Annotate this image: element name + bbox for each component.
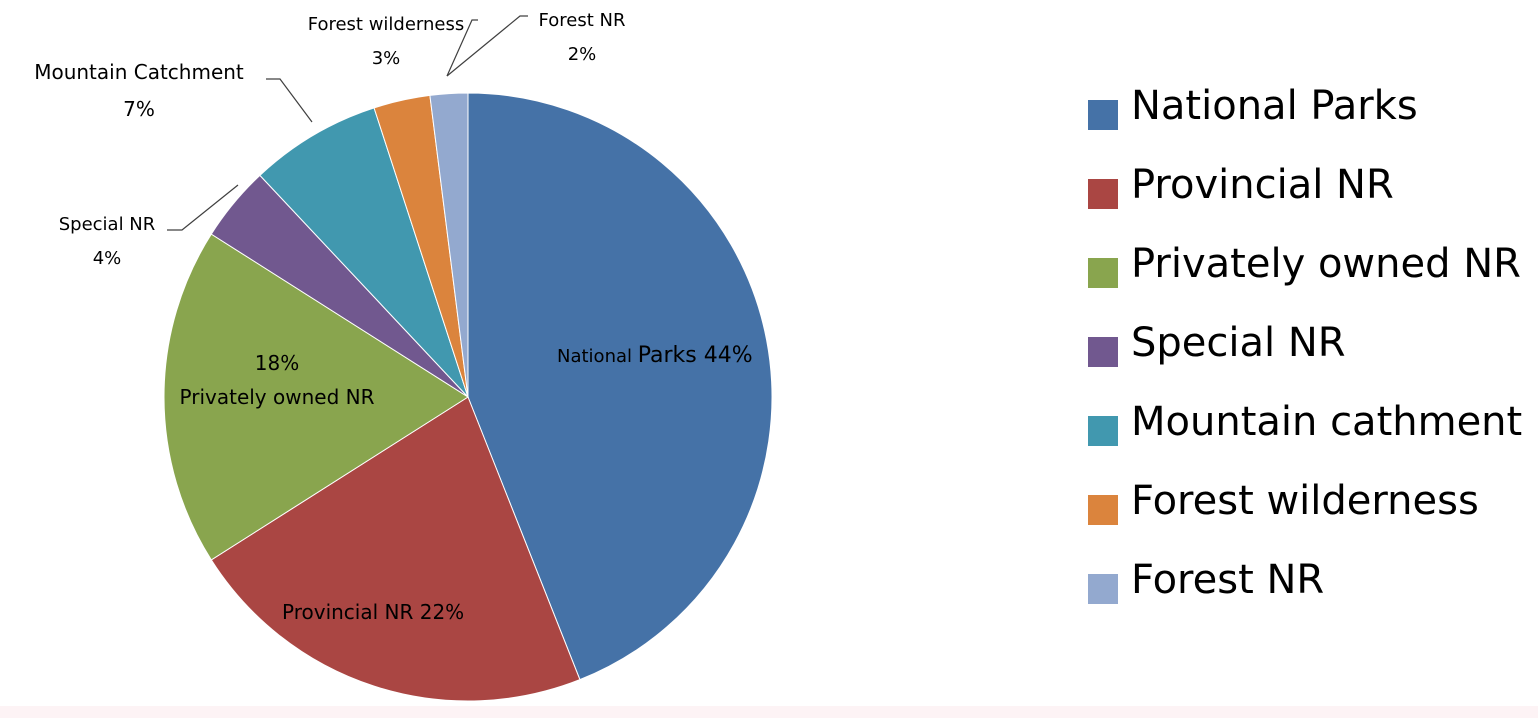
legend-swatch bbox=[1088, 337, 1118, 367]
legend-swatch bbox=[1088, 574, 1118, 604]
legend-item-forest-nr: Forest NR bbox=[1088, 552, 1538, 608]
pie-slice-forest-nr bbox=[429, 92, 469, 398]
legend-swatch bbox=[1088, 258, 1118, 288]
legend-label: Forest NR bbox=[1131, 557, 1325, 603]
pie-slice-national-parks bbox=[467, 92, 773, 681]
leader-line-mountain-catchment bbox=[266, 78, 313, 123]
legend-item-provincial-nr: Provincial NR bbox=[1088, 157, 1538, 213]
legend-label: National Parks bbox=[1131, 83, 1418, 129]
slice-value-privately-owned-nr: 18% bbox=[255, 351, 299, 375]
legend-label: Forest wilderness bbox=[1131, 478, 1479, 524]
slice-value-special-nr: 4% bbox=[93, 248, 122, 269]
slice-value-forest-wilderness: 3% bbox=[372, 48, 401, 69]
legend-item-special-nr: Special NR bbox=[1088, 315, 1538, 371]
leader-line-special-nr bbox=[167, 184, 239, 231]
slice-value-forest-nr: 2% bbox=[568, 44, 597, 65]
legend-item-privately-owned-nr: Privately owned NR bbox=[1088, 236, 1538, 292]
legend-item-mountain-cathment: Mountain cathment bbox=[1088, 394, 1538, 450]
legend-label: Provincial NR bbox=[1131, 162, 1394, 208]
slice-label-provincial-nr: Provincial NR 22% bbox=[282, 600, 464, 624]
legend-item-national-parks: National Parks bbox=[1088, 78, 1538, 134]
leader-line-forest-nr bbox=[446, 15, 528, 77]
legend-item-forest-wilderness: Forest wilderness bbox=[1088, 473, 1538, 529]
slice-name-forest-nr: Forest NR bbox=[539, 10, 626, 31]
legend-swatch bbox=[1088, 179, 1118, 209]
leader-line-forest-wilderness bbox=[446, 19, 478, 77]
slice-label-national-parks: National Parks 44% bbox=[557, 343, 753, 368]
bottom-band bbox=[0, 706, 1538, 718]
legend-swatch bbox=[1088, 100, 1118, 130]
slice-name-mountain-catchment: Mountain Catchment bbox=[34, 60, 244, 84]
pie-slice-provincial-nr bbox=[210, 396, 581, 702]
pie-slice-privately-owned-nr bbox=[163, 233, 469, 561]
legend-swatch bbox=[1088, 416, 1118, 446]
legend-swatch bbox=[1088, 495, 1118, 525]
slice-name-special-nr: Special NR bbox=[59, 214, 156, 235]
legend-label: Privately owned NR bbox=[1131, 241, 1521, 287]
slice-name-privately-owned-nr: Privately owned NR bbox=[180, 385, 375, 409]
slice-name-forest-wilderness: Forest wilderness bbox=[308, 14, 465, 35]
slice-value-mountain-catchment: 7% bbox=[123, 97, 155, 121]
legend-label: Special NR bbox=[1131, 320, 1346, 366]
legend-label: Mountain cathment bbox=[1131, 399, 1523, 445]
pie-slice-mountain-cathment bbox=[259, 107, 469, 398]
